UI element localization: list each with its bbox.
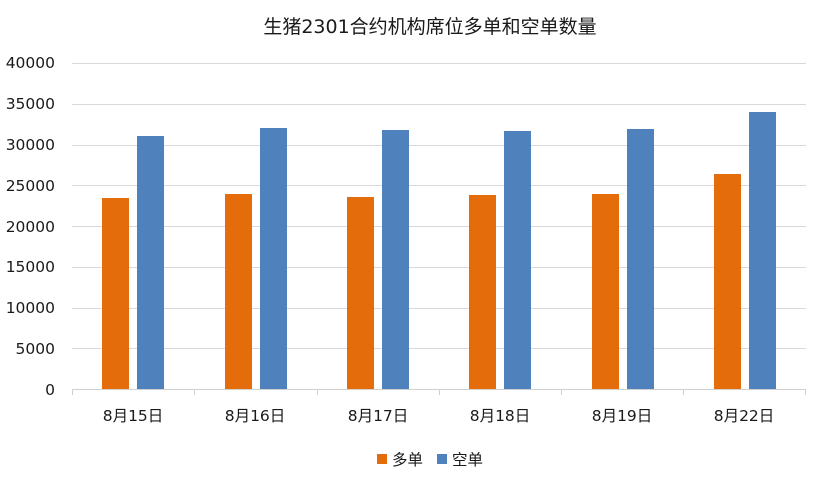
x-tick [561,389,562,395]
plot-area [72,63,806,395]
x-tick [439,389,440,395]
gridline [72,226,806,227]
y-tick-label: 25000 [5,177,55,195]
bar-short[interactable] [137,136,164,389]
x-tick-label: 8月18日 [469,407,531,425]
bar-short[interactable] [504,131,531,389]
bar-short[interactable] [382,130,409,389]
x-tick [683,389,684,395]
gridline [72,267,806,268]
y-tick-label: 40000 [5,54,55,72]
legend-label: 空单 [452,451,484,469]
gridline [72,348,806,349]
bar-long[interactable] [592,194,619,389]
y-tick-label: 35000 [5,95,55,113]
x-tick-label: 8月17日 [347,407,409,425]
legend-item-long[interactable]: 多单 [376,448,423,470]
legend: 多单 空单 [0,448,823,470]
x-tick [72,389,73,395]
x-tick-label: 8月22日 [713,407,775,425]
y-tick-label: 0 [45,381,55,399]
gridline [72,145,806,146]
legend-swatch-blue [437,454,447,464]
bar-long[interactable] [469,195,496,389]
bar-short[interactable] [749,112,776,389]
y-tick-label: 15000 [5,258,55,276]
y-tick-label: 5000 [15,340,55,358]
bar-long[interactable] [347,197,374,389]
gridline [72,63,806,64]
legend-swatch-orange [376,454,387,464]
bar-long[interactable] [225,194,252,389]
x-tick [194,389,195,395]
y-tick-label: 30000 [5,136,55,154]
y-tick-label: 20000 [5,218,55,236]
x-tick-label: 8月16日 [224,407,286,425]
bar-long[interactable] [714,174,741,389]
x-tick [317,389,318,395]
bar-long[interactable] [102,198,129,389]
bar-short[interactable] [260,128,287,389]
gridline [72,308,806,309]
gridline [72,104,806,105]
y-tick-label: 10000 [5,299,55,317]
chart-title: 生猪2301合约机构席位多单和空单数量 [263,16,597,38]
legend-label: 多单 [391,451,423,469]
x-tick-label: 8月15日 [102,407,164,425]
x-tick-label: 8月19日 [591,407,653,425]
x-tick [805,389,806,395]
legend-item-short[interactable]: 空单 [437,448,483,470]
gridline [72,185,806,186]
bar-short[interactable] [627,129,654,389]
